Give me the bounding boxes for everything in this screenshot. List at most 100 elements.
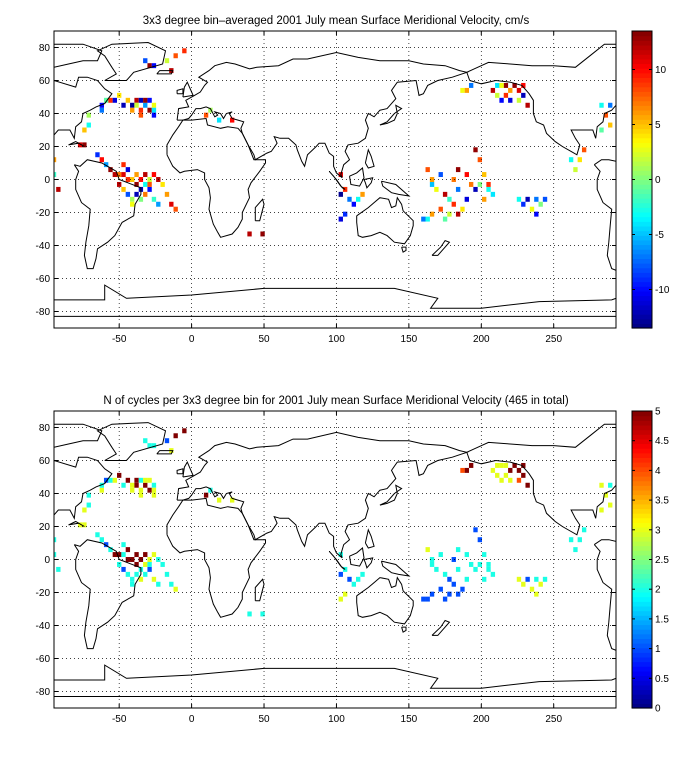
data-cell bbox=[581, 147, 587, 153]
colorbar-segment bbox=[632, 263, 652, 269]
colorbar-segment bbox=[632, 147, 652, 153]
data-cell bbox=[56, 186, 61, 192]
x-tick-label: 0 bbox=[189, 334, 195, 345]
colorbar-segment bbox=[632, 44, 652, 51]
data-cell bbox=[447, 591, 452, 597]
colorbar-tick-label: 0.5 bbox=[655, 674, 669, 685]
data-cell bbox=[99, 487, 104, 493]
x-tick-label: 50 bbox=[258, 714, 270, 725]
colorbar-segment bbox=[632, 443, 652, 449]
coastline bbox=[176, 468, 184, 475]
data-cell bbox=[164, 58, 170, 64]
data-cell bbox=[473, 566, 478, 572]
data-cell bbox=[138, 492, 144, 498]
y-tick-label: -60 bbox=[36, 274, 51, 285]
data-cell bbox=[521, 581, 526, 587]
data-cell bbox=[468, 561, 474, 567]
y-tick-label: 80 bbox=[39, 423, 51, 434]
colorbar-segment bbox=[632, 40, 652, 46]
data-cell bbox=[503, 92, 509, 98]
data-cell bbox=[438, 172, 443, 178]
data-cell bbox=[495, 472, 500, 478]
colorbar-segment bbox=[632, 698, 652, 704]
data-cell bbox=[438, 586, 443, 592]
data-cell bbox=[138, 557, 144, 562]
colorbar-segment bbox=[632, 517, 652, 523]
colorbar-segment bbox=[632, 267, 652, 273]
data-cell bbox=[203, 112, 209, 118]
colorbar-segment bbox=[632, 424, 652, 431]
data-cell bbox=[125, 191, 131, 197]
data-cell bbox=[77, 522, 83, 528]
data-cell bbox=[121, 102, 126, 108]
data-cell bbox=[477, 157, 483, 163]
colorbar-segment bbox=[632, 137, 652, 143]
data-cell bbox=[147, 561, 152, 567]
colorbar-segment bbox=[632, 31, 652, 37]
data-cell bbox=[138, 576, 144, 582]
data-cell bbox=[134, 477, 139, 483]
data-cell bbox=[603, 492, 609, 498]
data-cell bbox=[508, 467, 513, 473]
colorbar-segment bbox=[632, 54, 652, 60]
x-tick-label: 100 bbox=[328, 714, 345, 725]
colorbar-segment bbox=[632, 587, 652, 593]
data-cell bbox=[521, 472, 526, 478]
x-tick-label: 100 bbox=[328, 334, 345, 345]
data-cell bbox=[134, 561, 139, 567]
data-cell bbox=[529, 206, 535, 212]
colorbar-segment bbox=[632, 605, 652, 612]
data-cell bbox=[143, 97, 148, 103]
data-cell bbox=[130, 196, 135, 202]
data-cell bbox=[342, 211, 348, 217]
coastline bbox=[68, 520, 85, 527]
data-cell bbox=[451, 201, 456, 207]
colorbar-segment bbox=[632, 466, 652, 472]
data-cell bbox=[125, 167, 131, 173]
data-cell bbox=[147, 63, 152, 69]
y-tick-label: -80 bbox=[36, 307, 51, 318]
x-tick-label: 250 bbox=[545, 334, 562, 345]
x-tick-label: 150 bbox=[401, 714, 418, 725]
colorbar-segment bbox=[632, 35, 652, 41]
colorbar-segment bbox=[632, 415, 652, 421]
data-cell bbox=[151, 172, 157, 178]
colorbar-segment bbox=[632, 179, 652, 185]
data-cell bbox=[147, 477, 152, 483]
data-cell bbox=[534, 576, 539, 582]
coastline bbox=[54, 423, 103, 448]
y-tick-label: -40 bbox=[36, 621, 51, 632]
data-cell bbox=[156, 201, 161, 207]
data-cell bbox=[442, 216, 448, 222]
data-cell bbox=[473, 527, 478, 533]
colorbar-segment bbox=[632, 615, 652, 621]
y-tick-label: -40 bbox=[36, 241, 51, 252]
data-cell bbox=[143, 482, 148, 488]
data-cell bbox=[130, 576, 135, 582]
colorbar-segment bbox=[632, 489, 652, 496]
data-cell bbox=[442, 571, 448, 577]
data-cell bbox=[112, 97, 118, 103]
coastline bbox=[166, 497, 266, 618]
data-cell bbox=[143, 191, 148, 197]
x-tick-label: 250 bbox=[545, 714, 562, 725]
data-cell bbox=[151, 552, 157, 558]
data-cell bbox=[442, 191, 448, 197]
coastline bbox=[593, 159, 616, 271]
colorbar-segment bbox=[632, 105, 652, 111]
data-cell bbox=[169, 581, 174, 587]
y-tick-label: 20 bbox=[39, 142, 51, 153]
data-cell bbox=[130, 201, 135, 207]
colorbar-segment bbox=[632, 684, 652, 691]
colorbar-segment bbox=[632, 420, 652, 426]
data-cell bbox=[508, 97, 513, 103]
coastline bbox=[176, 431, 469, 559]
data-cell bbox=[603, 112, 609, 118]
data-cell bbox=[516, 477, 522, 483]
data-cell bbox=[143, 477, 148, 483]
coastline bbox=[379, 104, 403, 126]
data-cell bbox=[442, 596, 448, 602]
data-cell bbox=[173, 586, 178, 592]
coastline-outlines bbox=[54, 41, 616, 317]
colorbar-segment bbox=[632, 652, 652, 658]
